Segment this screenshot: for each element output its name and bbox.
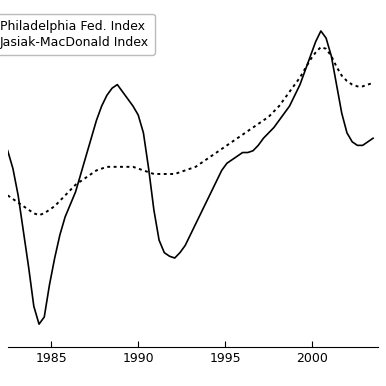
Legend: Philadelphia Fed. Index, Jasiak-MacDonald Index: Philadelphia Fed. Index, Jasiak-MacDonal…	[0, 14, 155, 55]
